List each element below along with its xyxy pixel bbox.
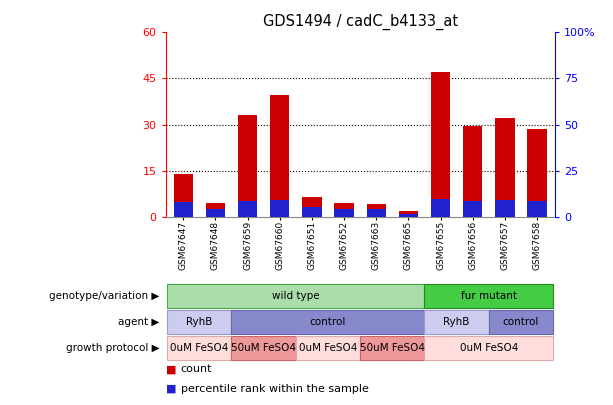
Title: GDS1494 / cadC_b4133_at: GDS1494 / cadC_b4133_at (262, 13, 458, 30)
Text: RyhB: RyhB (186, 317, 213, 327)
Bar (232, 336, 296, 360)
Text: 0uM FeSO4: 0uM FeSO4 (170, 343, 229, 353)
Bar (527, 201, 547, 217)
Bar (302, 197, 322, 217)
Bar (360, 336, 424, 360)
Bar (238, 201, 257, 217)
Text: genotype/variation ▶: genotype/variation ▶ (49, 291, 159, 301)
Bar (424, 284, 553, 308)
Bar (167, 284, 424, 308)
Text: 50uM FeSO4: 50uM FeSO4 (231, 343, 296, 353)
Bar (167, 336, 232, 360)
Text: growth protocol ▶: growth protocol ▶ (66, 343, 159, 353)
Text: 0uM FeSO4: 0uM FeSO4 (299, 343, 357, 353)
Bar (424, 336, 553, 360)
Bar (206, 203, 225, 217)
Text: control: control (503, 317, 539, 327)
Bar (398, 214, 418, 217)
Bar (206, 209, 225, 217)
Text: count: count (181, 364, 212, 375)
Bar (335, 203, 354, 217)
Bar (173, 174, 193, 217)
Text: wild type: wild type (272, 291, 319, 301)
Bar (302, 207, 322, 217)
Bar (431, 72, 450, 217)
Bar (424, 310, 489, 334)
Text: agent ▶: agent ▶ (118, 317, 159, 327)
Bar (398, 211, 418, 217)
Text: fur mutant: fur mutant (461, 291, 517, 301)
Bar (296, 336, 360, 360)
Text: RyhB: RyhB (443, 317, 470, 327)
Bar (495, 200, 514, 217)
Bar (270, 200, 289, 217)
Bar (367, 209, 386, 217)
Text: ■: ■ (166, 384, 176, 394)
Bar (270, 95, 289, 217)
Bar (367, 205, 386, 217)
Bar (527, 129, 547, 217)
Bar (232, 310, 424, 334)
Bar (173, 202, 193, 217)
Bar (463, 201, 482, 217)
Bar (489, 310, 553, 334)
Bar (463, 126, 482, 217)
Bar (431, 199, 450, 217)
Text: 0uM FeSO4: 0uM FeSO4 (460, 343, 518, 353)
Text: percentile rank within the sample: percentile rank within the sample (181, 384, 368, 394)
Bar (238, 115, 257, 217)
Bar (335, 209, 354, 217)
Text: ■: ■ (166, 364, 176, 375)
Bar (167, 310, 232, 334)
Bar (495, 118, 514, 217)
Text: 50uM FeSO4: 50uM FeSO4 (360, 343, 425, 353)
Text: control: control (310, 317, 346, 327)
